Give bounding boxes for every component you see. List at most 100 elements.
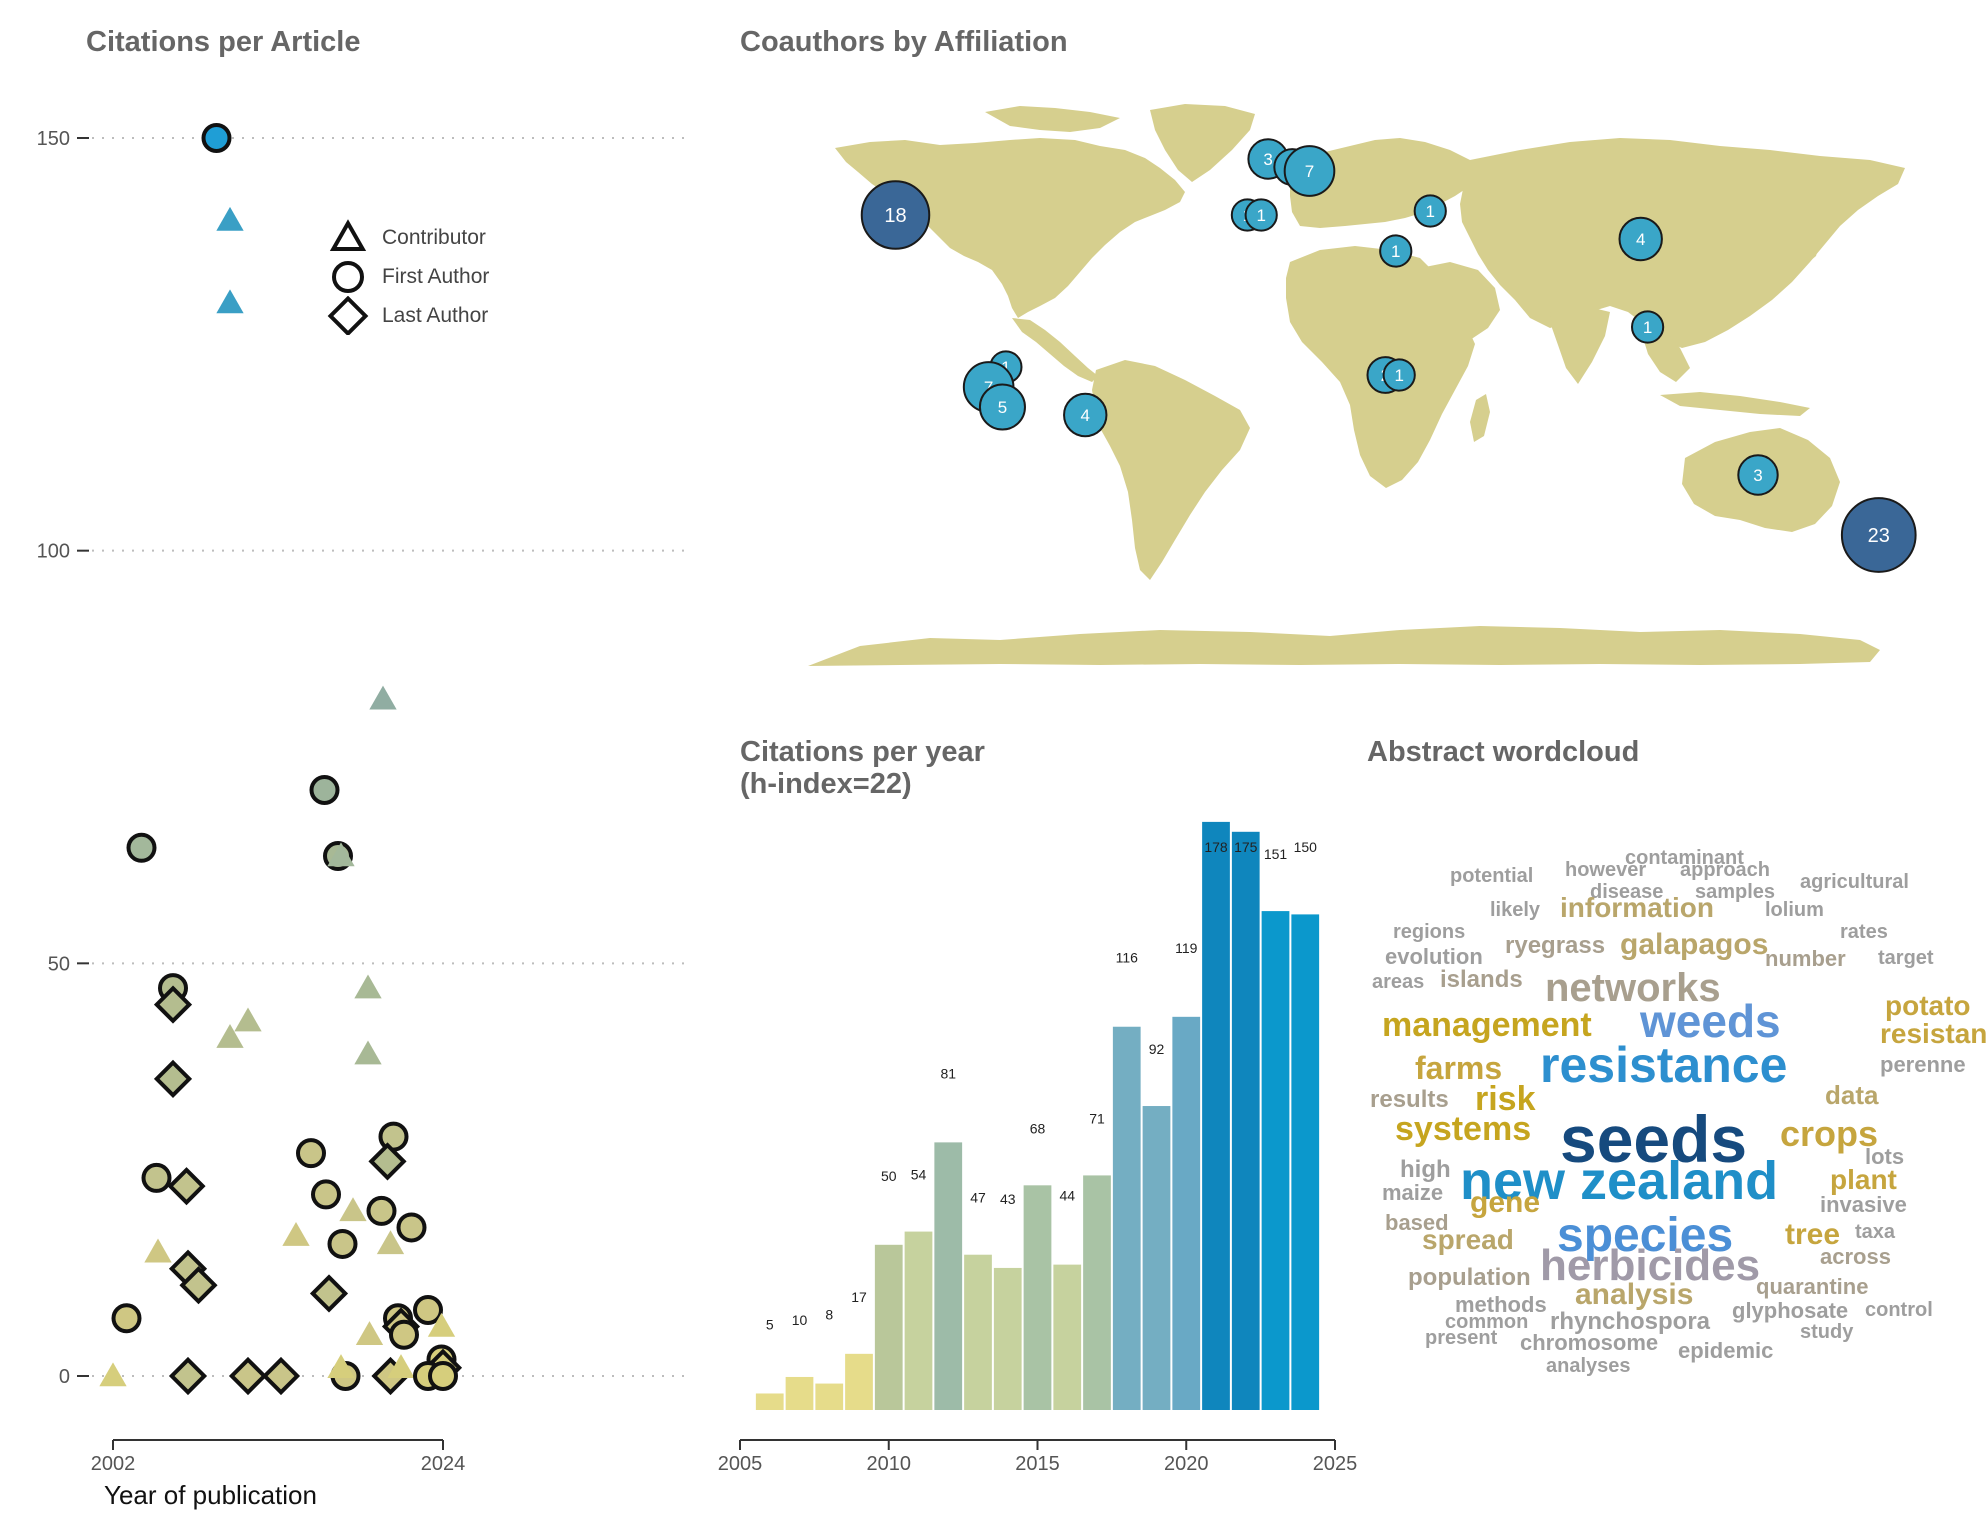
- wordcloud-word: invasive: [1820, 1192, 1907, 1217]
- bar: [934, 1142, 963, 1410]
- bubble-label: 1: [1256, 206, 1265, 225]
- wordcloud-word: perenne: [1880, 1052, 1966, 1077]
- bar-value-label: 119: [1175, 940, 1198, 956]
- wordcloud-word: taxa: [1855, 1221, 1896, 1243]
- wordcloud-word: herbicides: [1540, 1241, 1761, 1290]
- data-point: [387, 1354, 415, 1378]
- land-japan: [1796, 222, 1822, 266]
- bar-value-label: 150: [1294, 839, 1318, 855]
- data-point: [99, 1362, 127, 1387]
- bar: [845, 1353, 873, 1410]
- data-point: [201, 123, 232, 153]
- data-point: [144, 1238, 172, 1263]
- wordcloud-word: potential: [1450, 865, 1534, 887]
- bar-x-tick-label: 2015: [1015, 1453, 1060, 1475]
- bar-x-tick-label: 2025: [1313, 1453, 1358, 1475]
- land-greenland: [1150, 104, 1255, 182]
- legend-label: Contributor: [382, 225, 486, 249]
- bar: [1231, 831, 1260, 1410]
- data-point: [428, 1361, 458, 1391]
- affiliation-bubble: [860, 180, 931, 250]
- affiliation-bubble: [1244, 198, 1278, 232]
- bubble-label: 1: [1643, 318, 1652, 337]
- bar: [874, 1244, 903, 1410]
- scatter-title: Citations per Article: [86, 26, 361, 58]
- wordcloud-word: approach: [1680, 859, 1771, 881]
- legend-label: Last Author: [382, 303, 489, 327]
- land-madagascar: [1470, 394, 1490, 442]
- wordcloud-word: chromosome: [1520, 1330, 1659, 1355]
- bar-value-label: 92: [1149, 1041, 1165, 1057]
- legend-symbol: [332, 261, 364, 293]
- data-point: [126, 832, 157, 863]
- wordcloud-word: systems: [1395, 1110, 1532, 1148]
- land-antarctica: [808, 626, 1880, 666]
- wordcloud-word: seeds: [1560, 1102, 1748, 1176]
- y-tick-label: 50: [48, 953, 70, 975]
- wordcloud-word: resistant: [1880, 1018, 1987, 1049]
- wordcloud-word: number: [1765, 946, 1846, 971]
- legend-item: First Author: [326, 257, 489, 296]
- legend-symbol: [327, 296, 369, 335]
- bar-value-label: 175: [1234, 839, 1258, 855]
- affiliation-bubble: [1379, 234, 1413, 268]
- bubble-label: 1: [1391, 242, 1400, 261]
- bar: [785, 1376, 814, 1410]
- bar: [964, 1254, 992, 1410]
- bubble-label: 4: [1081, 406, 1090, 425]
- bubble-label: 1: [1426, 202, 1435, 221]
- wordcloud-word: population: [1408, 1264, 1531, 1291]
- wordcloud-word: regions: [1393, 921, 1466, 943]
- wordcloud-word: rates: [1840, 921, 1888, 943]
- wordcloud-word: weeds: [1640, 995, 1781, 1047]
- bar: [1083, 1175, 1111, 1410]
- wordcloud-word: target: [1878, 947, 1934, 969]
- bar-subtitle: (h-index=22): [740, 768, 912, 800]
- data-point: [354, 974, 382, 999]
- data-point: [339, 1197, 367, 1222]
- wordcloud-word: maize: [1382, 1180, 1444, 1205]
- affiliation-bubble: [1631, 310, 1665, 344]
- bar-value-label: 17: [851, 1289, 867, 1305]
- wordcloud-word: management: [1382, 1006, 1592, 1044]
- data-point: [111, 1303, 142, 1334]
- wordcloud-word: glyphosate: [1732, 1298, 1849, 1323]
- wordcloud-word: analyses: [1546, 1355, 1631, 1377]
- data-point: [309, 1274, 349, 1313]
- bar-value-label: 71: [1089, 1110, 1105, 1126]
- data-point: [153, 1059, 193, 1098]
- data-point: [179, 1266, 218, 1305]
- data-point: [389, 1319, 419, 1350]
- data-point: [216, 206, 244, 231]
- wordcloud-word: spread: [1422, 1224, 1514, 1255]
- land-arctic-islands: [985, 106, 1120, 132]
- wordcloud-word: crops: [1780, 1113, 1879, 1154]
- wordcloud-word: methods: [1455, 1292, 1547, 1317]
- wordcloud-word: likely: [1490, 899, 1541, 921]
- wordcloud-word: based: [1385, 1210, 1449, 1235]
- wordcloud-word: tree: [1785, 1218, 1841, 1251]
- bar-value-label: 54: [911, 1167, 927, 1183]
- bar: [1053, 1264, 1082, 1410]
- wordcloud-word: gene: [1470, 1186, 1541, 1219]
- affiliation-bubble: [1618, 216, 1663, 262]
- bubble-label: 7: [1305, 162, 1314, 181]
- bar: [1142, 1106, 1171, 1410]
- bubble-label: 4: [1636, 230, 1645, 249]
- bubble-label: 23: [1868, 525, 1890, 547]
- bar: [1023, 1185, 1052, 1410]
- wordcloud-word: areas: [1372, 971, 1425, 993]
- data-point: [167, 1167, 206, 1206]
- bar-value-label: 151: [1264, 846, 1288, 862]
- data-point: [216, 1023, 244, 1048]
- wordcloud-word: across: [1820, 1244, 1891, 1269]
- data-point: [376, 1230, 405, 1255]
- bubble-label: 18: [884, 205, 906, 227]
- land-north-america: [835, 138, 1185, 318]
- data-point: [261, 1356, 301, 1396]
- wordcloud-word: present: [1425, 1327, 1498, 1349]
- legend-symbol: [329, 219, 367, 252]
- bar-value-label: 178: [1204, 839, 1228, 855]
- wordcloud-word: disease: [1590, 881, 1664, 903]
- data-point: [413, 1294, 443, 1325]
